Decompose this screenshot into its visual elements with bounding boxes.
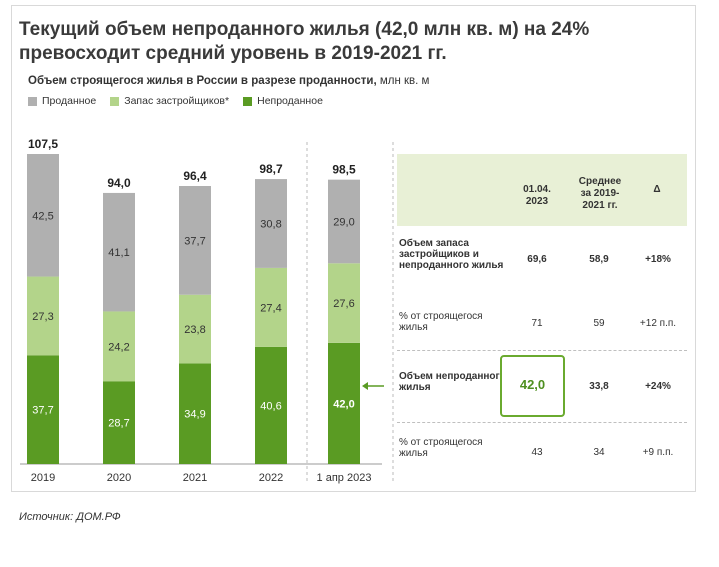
cell-value: +24% bbox=[645, 381, 671, 392]
legend-item-unsold: Непроданное bbox=[243, 95, 323, 107]
cell-value: 71 bbox=[531, 318, 543, 329]
comparison-table: 01.04. 2023 Среднее за 2019- 2021 гг. Δ … bbox=[397, 154, 687, 484]
total-label: 107,5 bbox=[28, 137, 58, 151]
source-note: Источник: ДОМ.РФ bbox=[19, 511, 121, 523]
table-row: Объем непроданного жилья 33,8 +24% bbox=[397, 350, 687, 423]
cell-value: 43 bbox=[531, 447, 543, 458]
total-label: 96,4 bbox=[183, 169, 207, 183]
table-row: Объем запаса застройщиков и непроданного… bbox=[397, 226, 687, 294]
bar-segment bbox=[328, 342, 360, 464]
legend-swatch-sold bbox=[28, 96, 37, 106]
row-label: % от строящегося жилья bbox=[399, 311, 483, 333]
data-label: 37,7 bbox=[32, 405, 53, 417]
cell-value: +9 п.п. bbox=[642, 447, 674, 458]
data-label: 28,7 bbox=[108, 418, 129, 430]
header-delta: Δ bbox=[632, 184, 682, 196]
x-tick-label: 2020 bbox=[107, 472, 131, 484]
data-label: 24,2 bbox=[108, 341, 129, 353]
chart-subtitle: Объем строящегося жилья в России в разре… bbox=[28, 75, 429, 87]
bar-segment bbox=[179, 363, 211, 464]
data-label: 42,5 bbox=[32, 210, 53, 222]
row-label: Объем непроданного жилья bbox=[399, 371, 506, 393]
cell-value: 58,9 bbox=[589, 254, 609, 265]
bar-segment bbox=[255, 267, 287, 347]
table-header: 01.04. 2023 Среднее за 2019- 2021 гг. Δ bbox=[397, 154, 687, 226]
bar-segment bbox=[255, 346, 287, 464]
legend-label-stock: Запас застройщиков* bbox=[124, 95, 230, 107]
data-label: 27,6 bbox=[333, 298, 354, 310]
total-label: 94,0 bbox=[107, 176, 131, 190]
cell-value: +18% bbox=[645, 254, 671, 265]
legend-item-stock: Запас застройщиков* bbox=[110, 95, 229, 107]
arrow-head bbox=[362, 382, 368, 390]
data-label: 29,0 bbox=[333, 216, 354, 228]
x-tick-label: 2021 bbox=[183, 472, 207, 484]
highlight-value: 42,0 bbox=[519, 377, 546, 392]
legend-item-sold: Проданное bbox=[28, 95, 96, 107]
bar-segment bbox=[328, 179, 360, 264]
data-label: 37,7 bbox=[184, 235, 205, 247]
chart-title: Текущий объем непроданного жилья (42,0 м… bbox=[19, 19, 590, 64]
header-delta-text: Δ bbox=[653, 184, 661, 195]
legend-label-unsold: Непроданное bbox=[257, 95, 323, 107]
legend-swatch-stock bbox=[110, 96, 120, 106]
bar-segment bbox=[27, 276, 59, 356]
x-tick-label: 2022 bbox=[259, 472, 283, 484]
cell-value: 34 bbox=[593, 447, 605, 458]
subtitle-text: Объем строящегося жилья в России в разре… bbox=[28, 75, 377, 87]
cell-value: 59 bbox=[593, 318, 605, 329]
x-tick-label: 1 апр 2023 bbox=[317, 472, 372, 484]
bar-segment bbox=[27, 355, 59, 464]
total-label: 98,5 bbox=[332, 163, 356, 177]
data-label: 34,9 bbox=[184, 409, 205, 421]
bar-segment bbox=[27, 154, 59, 277]
bar-segment bbox=[179, 186, 211, 295]
header-average: Среднее за 2019- 2021 гг. bbox=[565, 176, 635, 212]
data-label: 27,4 bbox=[260, 302, 281, 314]
row-label: % от строящегося жилья bbox=[399, 437, 483, 459]
bar-segment bbox=[179, 294, 211, 364]
header-date: 01.04. 2023 bbox=[507, 184, 567, 208]
cell-value: 33,8 bbox=[589, 381, 609, 392]
row-label: Объем запаса застройщиков и непроданного… bbox=[399, 238, 504, 271]
bar-segment bbox=[255, 179, 287, 268]
highlight-box: 42,0 bbox=[500, 355, 565, 417]
table-row: % от строящегося жилья 43 34 +9 п.п. bbox=[397, 422, 687, 485]
header-date-text: 01.04. 2023 bbox=[523, 184, 551, 207]
data-label: 41,1 bbox=[108, 247, 129, 259]
bar-segment bbox=[103, 192, 135, 312]
legend-label-sold: Проданное bbox=[42, 95, 97, 107]
subtitle-unit: млн кв. м bbox=[379, 75, 430, 87]
bar-segment bbox=[103, 381, 135, 464]
data-label: 30,8 bbox=[260, 218, 281, 230]
bar-segment bbox=[328, 263, 360, 343]
data-label: 23,8 bbox=[184, 324, 205, 336]
data-label: 40,6 bbox=[260, 400, 281, 412]
cell-value: 69,6 bbox=[527, 254, 547, 265]
bar-segment bbox=[103, 311, 135, 382]
data-label: 27,3 bbox=[32, 311, 53, 323]
total-label: 98,7 bbox=[259, 162, 283, 176]
x-tick-label: 2019 bbox=[31, 472, 55, 484]
header-average-text: Среднее за 2019- 2021 гг. bbox=[578, 176, 622, 211]
cell-value: +12 п.п. bbox=[639, 318, 677, 329]
table-row: % от строящегося жилья 71 59 +12 п.п. bbox=[397, 294, 687, 350]
data-label: 42,0 bbox=[333, 398, 354, 410]
legend-swatch-unsold bbox=[243, 96, 253, 106]
legend: Проданное Запас застройщиков* Непроданно… bbox=[28, 95, 323, 107]
